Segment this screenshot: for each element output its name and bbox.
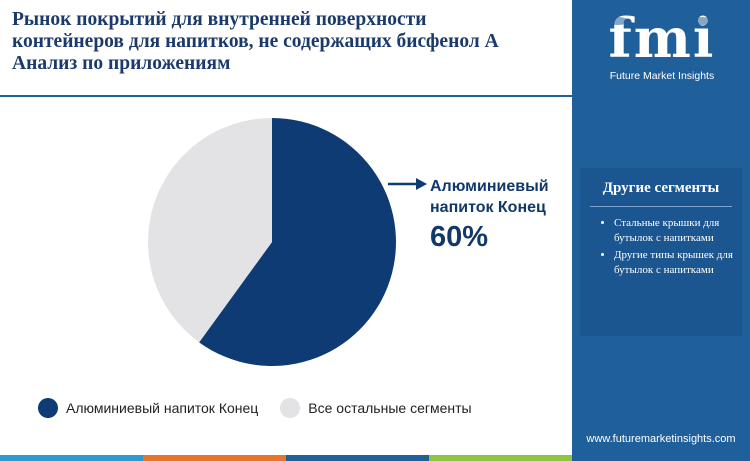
callout-label: Алюминиевый напиток Конец 60% [430,176,549,254]
legend-item: Алюминиевый напиток Конец [38,398,258,418]
legend: Алюминиевый напиток Конец Все остальные … [38,395,494,421]
title-divider [0,95,572,97]
pie-slice-1 [199,118,396,366]
callout-arrow [388,178,427,190]
title-line: Рынок покрытий для внутренней поверхност… [12,9,427,30]
legend-item: Все остальные сегменты [280,398,472,418]
brand-name: Future Market Insights [609,70,715,82]
legend-swatch [280,398,301,418]
legend-label: Все остальные сегменты [308,400,472,416]
website-url[interactable]: www.futuremarketinsights.com [586,433,736,445]
pie-chart [147,118,427,366]
pie-slices [147,118,396,366]
segments-divider [590,206,732,207]
accent-strip-segment [143,455,286,461]
title-line: контейнеров для напитков, не содержащих … [12,31,499,52]
sidebar: fmi Future Market Insights Другие сегмен… [572,0,750,461]
other-segments-panel: Другие сегменты Стальные крышки для буты… [580,168,742,336]
page-title: Рынок покрытий для внутренней поверхност… [12,9,567,75]
accent-strip-segment [429,455,572,461]
segments-title: Другие сегменты [602,180,720,196]
segment-item: Другие типы крышек для бутылок с напитка… [614,248,750,278]
accent-strip-segment [0,455,143,461]
globe-icon [608,17,712,25]
main-panel: Рынок покрытий для внутренней поверхност… [0,9,572,461]
callout-arrow-head [416,178,427,190]
accent-strip [0,455,572,461]
callout-line-1: Алюминиевый [430,178,549,195]
legend-swatch [38,398,58,418]
legend-label: Алюминиевый напиток Конец [66,400,259,416]
segments-list: Стальные крышки для бутылок с напитками … [600,216,750,280]
brand-logo: fmi Future Market Insights [592,8,732,88]
pie-slice-2 [147,118,272,343]
callout-value: 60% [430,221,489,253]
title-line: Анализ по приложениям [12,53,231,74]
callout-line-2: напиток Конец [430,199,546,216]
accent-strip-segment [286,455,429,461]
segment-item: Стальные крышки для бутылок с напитками [614,216,750,246]
